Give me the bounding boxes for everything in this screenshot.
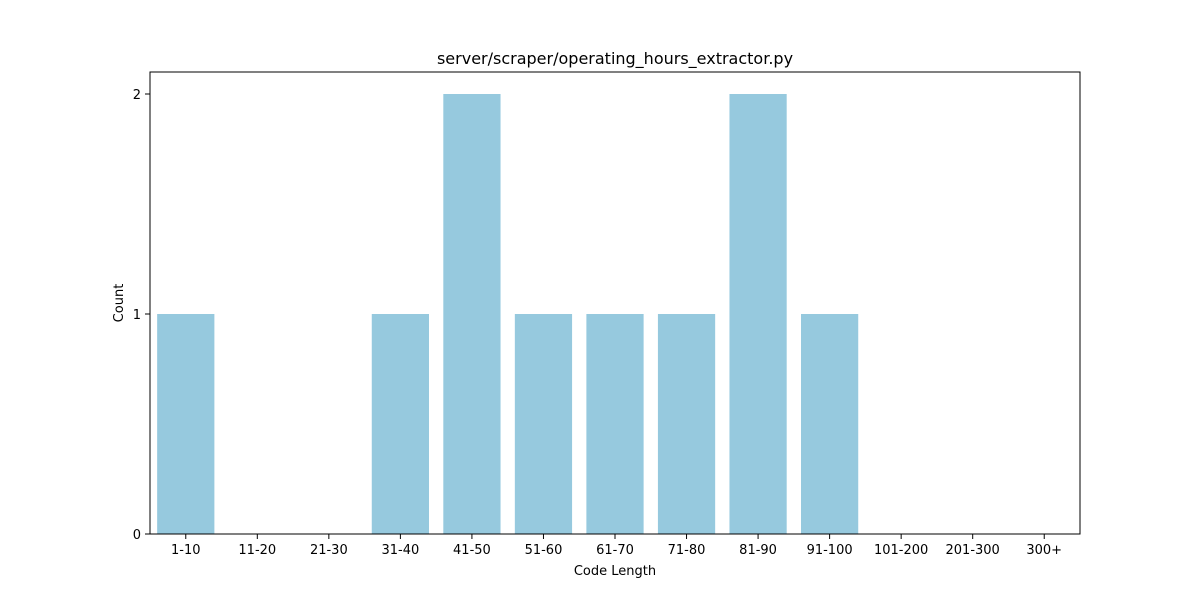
x-axis-label: Code Length xyxy=(574,564,656,579)
bar-51-60 xyxy=(514,314,573,534)
bar-1-10 xyxy=(157,314,215,534)
x-tick-label: 81-90 xyxy=(739,543,777,558)
bar-81-90 xyxy=(729,94,787,534)
bar-41-50 xyxy=(443,94,501,534)
y-axis-ticks: 0 1 2 xyxy=(133,88,150,543)
y-tick-label: 0 xyxy=(133,528,141,543)
bar-71-80 xyxy=(657,314,716,534)
x-tick-label: 1-10 xyxy=(171,543,201,558)
x-tick-label: 300+ xyxy=(1026,543,1062,558)
bar-61-70 xyxy=(586,314,644,534)
plot-frame xyxy=(149,71,1081,535)
bar-91-100 xyxy=(801,314,859,534)
x-tick-label: 51-60 xyxy=(525,543,563,558)
x-tick-label: 101-200 xyxy=(874,543,928,558)
y-tick-label: 2 xyxy=(133,88,141,103)
x-tick-label: 41-50 xyxy=(453,543,491,558)
x-tick-label: 31-40 xyxy=(381,543,419,558)
x-tick-label: 11-20 xyxy=(238,543,276,558)
bars-layer xyxy=(157,94,859,534)
y-tick-label: 1 xyxy=(133,308,141,323)
bar-31-40 xyxy=(371,314,429,534)
x-tick-label: 91-100 xyxy=(807,543,853,558)
x-axis-ticks: 1-10 11-20 21-30 31-40 41-50 51-60 61-70 71-80 8… xyxy=(171,534,1062,558)
x-tick-label: 201-300 xyxy=(946,543,1000,558)
x-tick-label: 61-70 xyxy=(596,543,634,558)
x-tick-label: 21-30 xyxy=(310,543,348,558)
chart-title: server/scraper/operating_hours_extractor… xyxy=(437,49,793,69)
x-tick-label: 71-80 xyxy=(668,543,706,558)
y-axis-label: Count xyxy=(112,284,127,323)
